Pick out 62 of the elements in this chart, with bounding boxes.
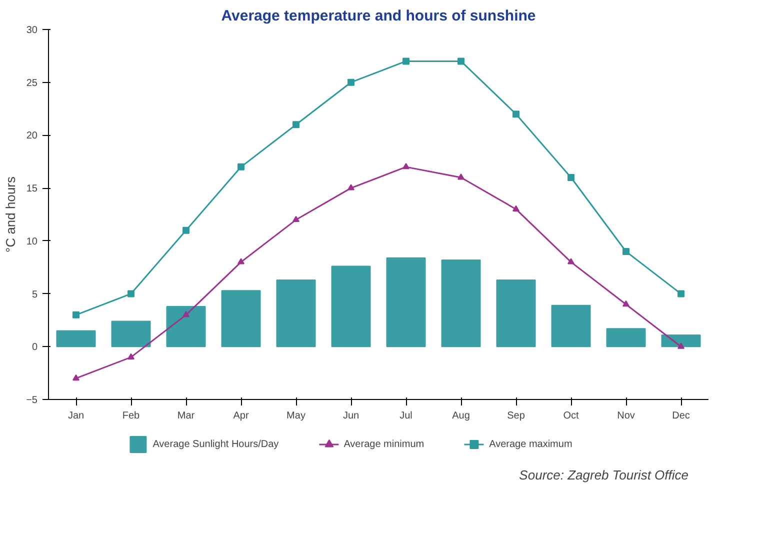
- x-tick-label: Jul: [400, 410, 412, 422]
- legend-label: Average Sunlight Hours/Day: [152, 438, 279, 450]
- y-tick-label: 20: [26, 130, 38, 142]
- point: [402, 162, 410, 170]
- point: [348, 184, 354, 190]
- point: [292, 216, 300, 222]
- x-tick-label: Jan: [68, 410, 84, 422]
- point: [402, 58, 410, 65]
- y-tick-label: 30: [26, 25, 38, 36]
- point: [678, 342, 684, 349]
- x-tick-label: Sep: [507, 410, 526, 422]
- bar: [276, 280, 316, 348]
- y-tick-label: 15: [26, 184, 38, 195]
- y-tick-label: −5: [26, 395, 38, 406]
- x-tick-label: Mar: [177, 410, 196, 422]
- bar: [331, 266, 371, 348]
- x-tick-label: Aug: [452, 410, 470, 422]
- bar: [441, 259, 481, 348]
- x-tick-label: Nov: [617, 410, 635, 422]
- point: [348, 78, 354, 86]
- legend-label: Average minimum: [344, 438, 424, 450]
- point: [568, 258, 574, 264]
- x-tick-label: Apr: [233, 410, 250, 422]
- point: [72, 311, 80, 318]
- x-tick-label: Jun: [342, 410, 360, 422]
- point: [512, 110, 520, 118]
- y-tick-label: 10: [26, 236, 38, 248]
- point: [182, 310, 190, 318]
- bar: [606, 328, 646, 348]
- point: [568, 174, 574, 181]
- point: [182, 226, 190, 234]
- point: [512, 205, 520, 212]
- y-tick-label: 5: [32, 289, 38, 300]
- point: [72, 374, 80, 381]
- legend-label: Average maximum: [489, 438, 572, 450]
- bar: [661, 334, 701, 348]
- point: [678, 290, 684, 298]
- y-axis-title: °C and hours: [3, 176, 18, 253]
- bar: [496, 280, 536, 348]
- x-tick-label: Oct: [563, 410, 579, 422]
- point: [622, 248, 630, 255]
- y-tick-label: 25: [26, 78, 38, 89]
- bar: [551, 304, 591, 348]
- source-note: Source: Zagreb Tourist Office: [519, 468, 689, 482]
- point: [128, 290, 134, 298]
- point: [622, 300, 630, 307]
- x-tick-label: Feb: [122, 410, 140, 422]
- point: [128, 353, 134, 360]
- y-tick-label: 0: [32, 342, 38, 354]
- point: [458, 58, 464, 65]
- bar: [386, 257, 426, 348]
- x-tick-label: Dec: [672, 410, 690, 422]
- bar: [111, 320, 151, 348]
- bar: [56, 330, 96, 348]
- point: [238, 163, 244, 170]
- chart-title: Average temperature and hours of sunshine: [221, 8, 536, 24]
- x-tick-label: May: [286, 410, 306, 422]
- bar: [166, 306, 206, 348]
- point: [458, 174, 464, 180]
- point: [292, 121, 300, 128]
- point: [238, 258, 244, 264]
- bar: [221, 290, 261, 348]
